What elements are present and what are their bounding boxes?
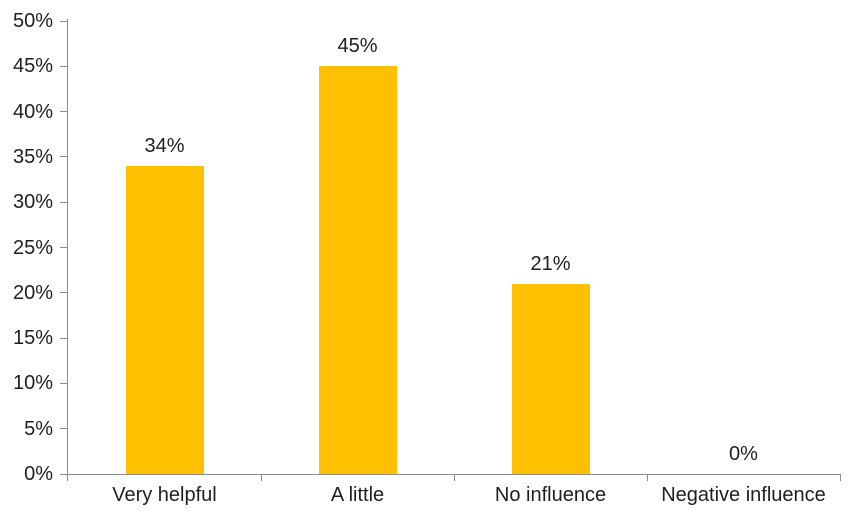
y-tick-mark bbox=[60, 65, 68, 67]
bar bbox=[125, 165, 204, 474]
x-axis-category-labels: Very helpful A little No influence Negative… bbox=[68, 482, 840, 512]
y-tick-label: 45% bbox=[12, 55, 53, 78]
y-tick-mark bbox=[60, 111, 68, 113]
bar-data-label: 34% bbox=[144, 134, 185, 157]
bar-data-label: 45% bbox=[337, 35, 378, 58]
y-tick-label: 30% bbox=[12, 191, 53, 214]
y-tick-mark bbox=[60, 20, 68, 22]
y-tick-mark bbox=[60, 201, 68, 203]
y-tick-mark bbox=[60, 382, 68, 384]
x-axis-line bbox=[60, 474, 841, 475]
y-tick-label: 40% bbox=[12, 100, 53, 123]
y-tick-mark bbox=[60, 156, 68, 158]
x-tick-mark bbox=[839, 474, 841, 481]
bar bbox=[511, 283, 590, 474]
bar-data-label: 21% bbox=[530, 252, 571, 275]
x-tick-mark bbox=[453, 474, 455, 481]
y-tick-mark bbox=[60, 473, 68, 475]
y-tick-label: 10% bbox=[12, 372, 53, 395]
y-tick-mark bbox=[60, 292, 68, 294]
y-axis-line bbox=[67, 19, 68, 481]
plot-area: 34% 45% 21% 0% bbox=[68, 21, 840, 474]
y-tick-label: 25% bbox=[12, 236, 53, 259]
y-tick-label: 15% bbox=[12, 327, 53, 350]
x-category-label: Very helpful bbox=[112, 484, 217, 506]
x-category-label: A little bbox=[330, 484, 385, 506]
y-tick-mark bbox=[60, 247, 68, 248]
x-tick-mark bbox=[260, 474, 262, 481]
bar-data-label: 0% bbox=[729, 443, 758, 465]
x-category-label: No influence bbox=[494, 484, 607, 506]
y-tick-label: 5% bbox=[24, 417, 53, 440]
y-tick-mark bbox=[60, 428, 68, 430]
x-tick-mark bbox=[646, 474, 648, 481]
y-tick-label: 35% bbox=[12, 145, 53, 168]
y-tick-label: 20% bbox=[12, 281, 53, 304]
bar bbox=[318, 66, 397, 474]
y-tick-mark bbox=[60, 337, 68, 339]
y-tick-label: 50% bbox=[12, 10, 53, 32]
y-tick-label: 0% bbox=[24, 463, 53, 485]
x-category-label: Negative influence bbox=[661, 484, 826, 506]
y-axis-tick-labels: 0% 5% 10% 15% 20% 25% 30% 35% 40% 45% 50% bbox=[0, 0, 53, 524]
